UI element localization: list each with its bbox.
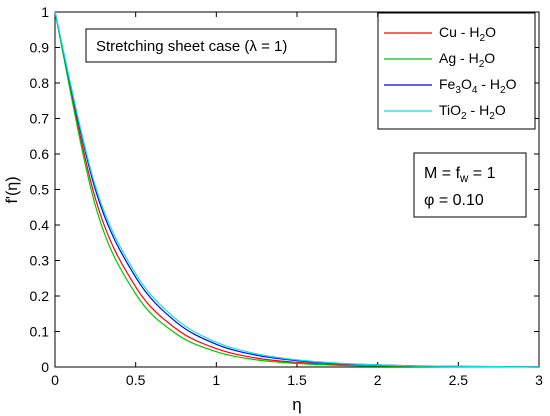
- x-tick-label: 2.5: [449, 372, 469, 388]
- y-tick-label: 0.3: [30, 253, 50, 269]
- y-tick-label: 0.2: [30, 288, 50, 304]
- y-tick-label: 0.8: [30, 75, 50, 91]
- y-tick-label: 0: [41, 359, 49, 375]
- legend-label-4: TiO2 - H2O: [439, 102, 506, 122]
- params-line-2: φ = 0.10: [424, 192, 484, 209]
- legend: Cu - H2O Ag - H2O Fe3O4 - H2O TiO2 - H2O: [377, 12, 536, 130]
- x-tick-label: 3: [535, 372, 543, 388]
- series-line-4: [54, 11, 540, 368]
- annotations: Stretching sheet case (λ = 1) M = fw = 1 φ…: [85, 28, 527, 218]
- legend-box: [377, 12, 536, 130]
- x-tick-label: 2: [374, 372, 382, 388]
- legend-label-2: Ag - H2O: [439, 50, 495, 70]
- y-axis-label: f'(η): [4, 176, 21, 203]
- x-tick-label: 1: [212, 372, 220, 388]
- y-tick-label: 0.6: [30, 146, 50, 162]
- case-annotation-text: Stretching sheet case (λ = 1): [96, 38, 287, 55]
- x-tick-label: 0: [51, 372, 59, 388]
- legend-label-3: Fe3O4 - H2O: [439, 76, 517, 96]
- x-tick-label: 1.5: [287, 372, 307, 388]
- params-annotation-box: [413, 152, 527, 218]
- y-tick-label: 0.1: [30, 324, 50, 340]
- case-annotation-box: [85, 28, 337, 63]
- y-tick-label: 0.9: [30, 40, 50, 56]
- params-line-1: M = fw = 1: [424, 165, 496, 185]
- x-axis-label: η: [292, 395, 301, 414]
- y-tick-label: 0.7: [30, 111, 50, 127]
- y-tick-label: 1: [41, 4, 49, 20]
- y-tick-label: 0.5: [30, 182, 50, 198]
- x-tick-label: 0.5: [126, 372, 146, 388]
- legend-label-1: Cu - H2O: [439, 24, 496, 44]
- y-tick-label: 0.4: [30, 217, 50, 233]
- data-curves: [54, 11, 540, 368]
